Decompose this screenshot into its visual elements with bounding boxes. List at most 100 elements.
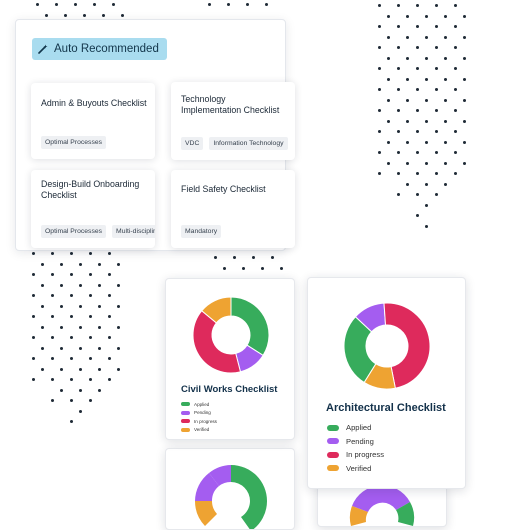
dot [453, 88, 457, 91]
dot [41, 304, 44, 308]
dot [406, 56, 409, 60]
dot [406, 182, 409, 186]
dot [31, 378, 35, 381]
dot [463, 77, 466, 81]
dot [31, 357, 35, 360]
dot [463, 161, 466, 165]
legend-swatch [181, 419, 190, 424]
dot [387, 119, 390, 123]
architectural-checklist-card[interactable]: Architectural Checklist Applied Pending … [307, 277, 466, 489]
dot [425, 98, 428, 102]
magic-wand-icon [38, 44, 48, 54]
dot [223, 267, 226, 270]
dot [406, 140, 409, 144]
dot [60, 325, 63, 329]
checklist-card-design-build-onboarding[interactable]: Design-Build Onboarding Checklist Optima… [31, 170, 155, 248]
dot [434, 109, 438, 112]
dot [88, 399, 92, 402]
dot [31, 294, 35, 297]
dot [463, 35, 466, 39]
legend-swatch [181, 427, 190, 432]
dot [121, 14, 124, 17]
donut-slice [194, 501, 217, 526]
tag: Multi-disciplinary [112, 225, 155, 238]
checklist-card-field-safety[interactable]: Field Safety Checklist Mandatory [171, 170, 295, 248]
dot [41, 262, 44, 266]
dot [31, 252, 35, 255]
checklist-card-admin-buyouts[interactable]: Admin & Buyouts Checklist Optimal Proces… [31, 83, 155, 159]
dot [463, 14, 466, 18]
dot [79, 283, 82, 287]
dot [69, 315, 73, 318]
dot [280, 267, 283, 270]
dot [79, 388, 82, 392]
dot [463, 140, 466, 144]
dot [69, 252, 73, 255]
dot [98, 304, 101, 308]
card-title: Design-Build Onboarding Checklist [41, 179, 140, 200]
dot [415, 172, 419, 175]
dot [79, 304, 82, 308]
tag: Mandatory [181, 225, 222, 238]
dot [377, 4, 381, 7]
dot [93, 3, 96, 6]
dot [214, 256, 217, 259]
donut-slice-verified [363, 363, 396, 390]
architectural-checklist-card-partial[interactable] [317, 485, 447, 527]
dot [50, 378, 54, 381]
dot [88, 336, 92, 339]
dot [415, 25, 419, 28]
dot [79, 346, 82, 350]
dot [60, 346, 63, 350]
legend-item-in-progress: In progress [327, 448, 384, 462]
dot [444, 182, 447, 186]
dot [98, 346, 101, 350]
dot [88, 315, 92, 318]
card-title: Technology Implementation Checklist [181, 94, 280, 115]
legend-item-verified: Verified [327, 462, 384, 476]
donut-slice-verified [201, 296, 232, 324]
dot [396, 172, 400, 175]
dot [55, 3, 58, 6]
donut-slice [352, 486, 410, 512]
dot [50, 273, 54, 276]
dot [261, 267, 264, 270]
architectural-donut-chart [343, 302, 431, 390]
dot [415, 109, 419, 112]
dot [415, 193, 419, 196]
dot [107, 294, 111, 297]
dot [50, 399, 54, 402]
dot [444, 140, 447, 144]
dot [425, 77, 428, 81]
dot [396, 67, 400, 70]
dot [425, 182, 428, 186]
dot [74, 3, 77, 6]
dot [453, 172, 457, 175]
partial-donut-chart [349, 486, 415, 526]
dot [41, 346, 44, 350]
dot [425, 14, 428, 18]
dot [45, 14, 48, 17]
civil-works-checklist-card[interactable]: Civil Works Checklist Applied Pending In… [165, 278, 295, 440]
dot [227, 3, 230, 6]
dot [377, 46, 381, 49]
tag: Information Technology [209, 137, 288, 150]
dot [242, 267, 245, 270]
checklist-card-technology-implementation[interactable]: Technology Implementation Checklist VDC … [171, 82, 295, 160]
card-title: Architectural Checklist [326, 402, 446, 414]
dot [31, 273, 35, 276]
auto-recommended-badge[interactable]: Auto Recommended [32, 38, 167, 60]
dot [387, 77, 390, 81]
dot [233, 256, 236, 259]
legend-item-verified: Verified [181, 426, 217, 435]
legend-swatch [327, 438, 339, 445]
dot [406, 77, 409, 81]
dot [79, 325, 82, 329]
dot [387, 14, 390, 18]
dot [117, 262, 120, 266]
legend-label: Pending [346, 436, 374, 446]
dot [377, 67, 381, 70]
dot [50, 315, 54, 318]
checklist-card-partial[interactable] [165, 448, 295, 530]
dot [415, 151, 419, 154]
